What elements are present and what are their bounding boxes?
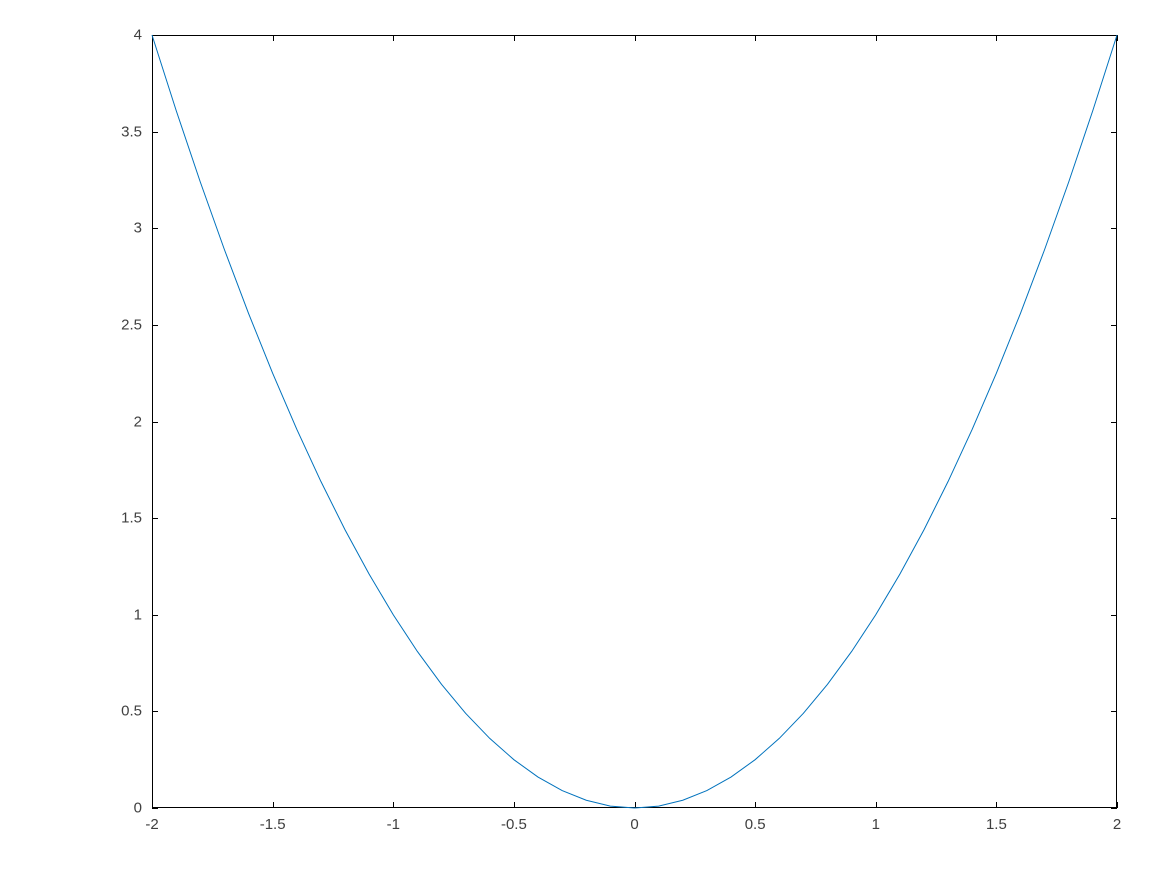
chart-container: -2-1.5-1-0.500.511.5200.511.522.533.54 [0, 0, 1167, 875]
chart-line [0, 0, 1167, 875]
series-line [152, 35, 1117, 808]
